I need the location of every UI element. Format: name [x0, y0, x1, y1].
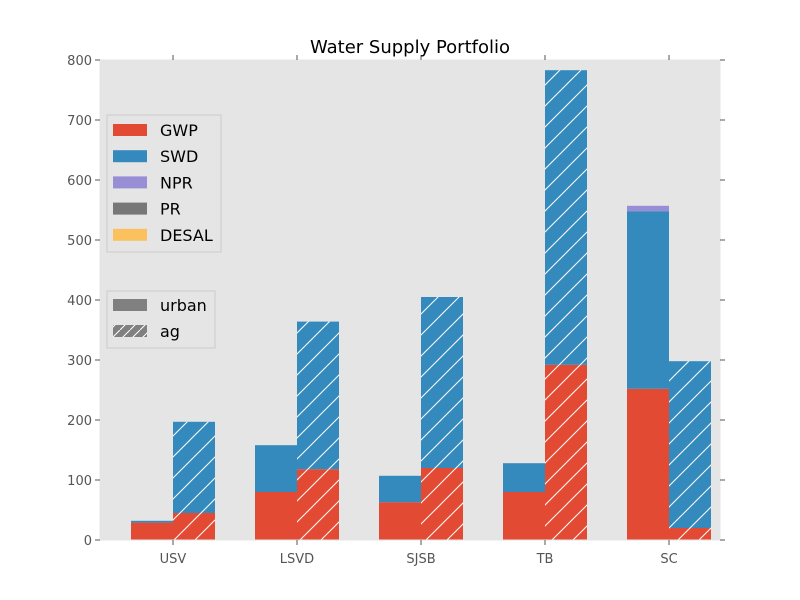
legend-label-desal: DESAL: [160, 226, 213, 245]
bars-layer: [131, 70, 711, 540]
series-legend: GWP SWD NPR PR DESAL: [106, 114, 222, 253]
bar-lsvd-ag-swd-hatch: [297, 321, 339, 470]
bar-usv-ag-gwp-hatch: [173, 513, 215, 540]
legend-swatch-desal: [113, 228, 147, 241]
bar-lsvd-urban-gwp: [255, 492, 297, 540]
bar-usv-urban-gwp: [131, 522, 173, 540]
x-tick-label-sjsb: SJSB: [406, 552, 435, 567]
bar-sjsb-urban-swd: [379, 475, 421, 503]
x-tick-label-usv: USV: [160, 552, 187, 567]
legend-swatch-urban: [113, 299, 147, 311]
bar-sjsb-ag-swd-hatch: [421, 297, 463, 468]
bar-sc-urban-gwp: [627, 388, 669, 540]
bar-sjsb-ag-gwp-hatch: [421, 468, 463, 540]
legend-swatch-npr: [113, 176, 147, 189]
x-tick-label-lsvd: LSVD: [280, 552, 314, 567]
y-tick-label-0: 0: [84, 534, 92, 549]
y-tick-label-700: 700: [67, 114, 92, 129]
x-tick-label-sc: SC: [660, 552, 677, 567]
bar-sc-ag-swd-hatch: [669, 361, 711, 528]
bar-tb-ag-gwp-hatch: [545, 364, 587, 540]
bar-tb-urban-gwp: [503, 492, 545, 540]
legend-label-npr: NPR: [160, 173, 193, 192]
legend-label-pr: PR: [160, 200, 181, 219]
y-tick-label-400: 400: [67, 294, 92, 309]
y-tick-label-800: 800: [67, 54, 92, 69]
y-tick-label-500: 500: [67, 234, 92, 249]
bar-sc-ag-gwp-hatch: [669, 528, 711, 540]
legend-label-ag: ag: [160, 322, 180, 341]
bar-sc-urban-swd: [627, 211, 669, 389]
y-tick-label-100: 100: [67, 474, 92, 489]
bar-tb-ag-swd-hatch: [545, 70, 587, 365]
legend-label-gwp: GWP: [160, 121, 198, 140]
bar-sc-urban-npr: [627, 205, 669, 212]
legend-swatch-pr: [113, 202, 147, 215]
legend-swatch-swd: [113, 150, 147, 163]
group-legend: urban ag: [106, 290, 216, 349]
x-tick-label-tb: TB: [536, 552, 554, 567]
bar-lsvd-urban-swd: [255, 445, 297, 492]
legend-label-swd: SWD: [160, 147, 198, 166]
y-tick-label-200: 200: [67, 414, 92, 429]
chart-title: Water Supply Portfolio: [310, 37, 510, 58]
axes-layer: 0 100 200 300 400 500 600 700 800 USV LSVD SJSB TB SC: [67, 54, 725, 567]
y-tick-label-600: 600: [67, 174, 92, 189]
bar-usv-urban-swd: [131, 520, 173, 523]
legend-label-urban: urban: [160, 296, 207, 315]
legend-swatch-ag-hatch: [113, 325, 147, 337]
bar-usv-ag-swd-hatch: [173, 421, 215, 513]
y-tick-label-300: 300: [67, 354, 92, 369]
bar-tb-urban-swd: [503, 463, 545, 492]
bar-lsvd-ag-gwp-hatch: [297, 469, 339, 540]
bar-sjsb-urban-gwp: [379, 502, 421, 540]
legend-swatch-gwp: [113, 124, 147, 136]
